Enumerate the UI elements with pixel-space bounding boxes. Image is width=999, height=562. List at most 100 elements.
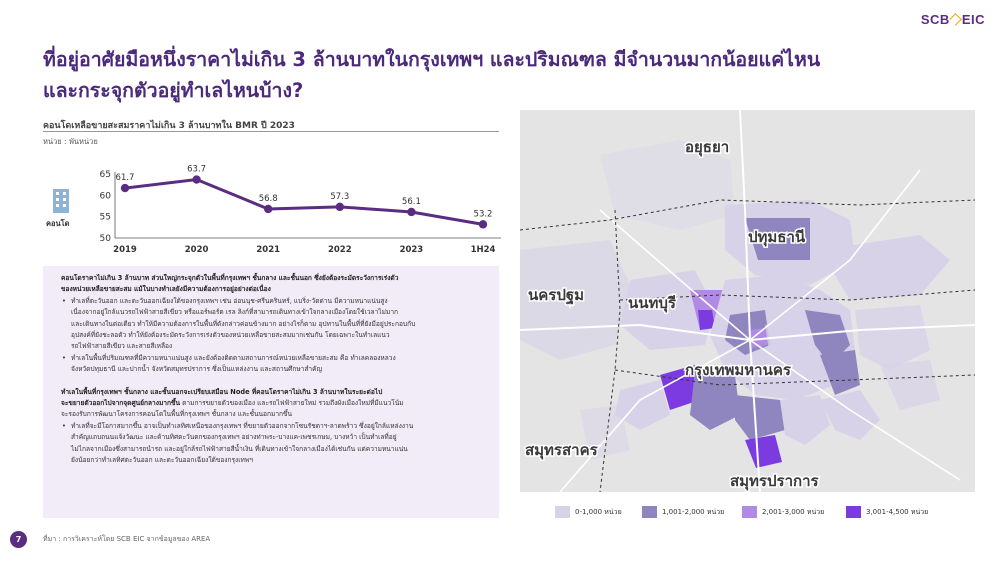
- bullet-3-line: ไม่ไกลจากเมืองซึ่งสามารถนำรถ และอยู่ใกล้…: [71, 444, 408, 453]
- bullet-1-line: และเดินทางในต่อเดียว ทำให้มีความต้องการใ…: [71, 319, 416, 328]
- paragraph-2-text: ตามการขยายตัวของเมือง และรถไฟฟ้าสายใหม่ …: [180, 399, 404, 408]
- divider: [43, 131, 499, 132]
- paragraph-2-emphasis: จะขยายตัวออกไปจากจุดศูนย์กลางมากขึ้น: [61, 399, 181, 408]
- map-zone: [820, 390, 880, 440]
- map-zone: [580, 405, 630, 460]
- chart-unit: หน่วย : พันหน่วย: [43, 137, 98, 146]
- line-chart: 65 60 55 50 61.7 2019 63.7 2020 56.8 2021 57.3 2022…: [100, 165, 501, 255]
- map-zone: [615, 380, 670, 430]
- map-zone: [765, 315, 820, 365]
- data-point: [192, 175, 201, 184]
- bullet-1-line: เนื่องจากอยู่ใกล้แนวรถไฟฟ้าสายสีเขียว หร…: [71, 308, 399, 317]
- y-tick-label: 60: [100, 191, 112, 201]
- paragraph-1-heading: คอนโดราคาไม่เกิน 3 ล้านบาท ส่วนใหญ่กระจุ…: [61, 274, 399, 282]
- province-boundary: [520, 199, 975, 231]
- legend-swatch: [555, 506, 570, 518]
- page-number: 7: [10, 531, 27, 548]
- bullet-3: ทำเลที่จะมีโอกาสมากขึ้น อาจเป็นทำเลทิศเห…: [62, 421, 485, 467]
- x-tick-label: 2022: [328, 245, 352, 255]
- map-zone: [600, 140, 735, 230]
- data-label: 61.7: [116, 173, 135, 183]
- label-pathumthani: ปทุมธานี: [748, 228, 806, 247]
- paragraph-2-heading: ทำเลในพื้นที่กรุงเทพฯ ชั้นกลาง และชั้นนอ…: [61, 387, 383, 396]
- map-zone: [745, 218, 810, 260]
- paragraph-2-line: จะรองรับการพัฒนาโครงการคอนโดในพื้นที่กรุ…: [61, 410, 293, 419]
- bmr-density-map: อยุธยา ปทุมธานี นครปฐม นนทบุรี กรุงเทพมห…: [520, 110, 975, 492]
- map-zone: [805, 310, 850, 365]
- map-zone: [855, 305, 930, 370]
- legend-swatch: [846, 506, 861, 518]
- page-title-line2: และกระจุกตัวอยู่ทำเลไหนบ้าง?: [43, 79, 304, 102]
- label-ayutthaya: อยุธยา: [685, 138, 729, 157]
- bullet-2-line: จังหวัดปทุมธานี และปากน้ำ จังหวัดสมุทรปร…: [71, 365, 323, 374]
- data-point: [264, 204, 273, 214]
- data-point: [478, 220, 488, 229]
- bullet-1-line: รถไฟฟ้าสายสีเขียว และสายสีเหลือง: [71, 342, 173, 351]
- house-icon: [948, 13, 962, 26]
- analysis-textbox: คอนโดราคาไม่เกิน 3 ล้านบาท ส่วนใหญ่กระจุ…: [43, 266, 499, 518]
- bullet-3-line: สำคัญแถบถนนแจ้งวัฒนะ และด้านทิศตะวันตกขอ…: [71, 433, 397, 442]
- province-boundary: [619, 289, 975, 301]
- x-tick-label: 2023: [400, 245, 424, 255]
- data-label: 56.8: [259, 194, 278, 204]
- x-tick-label: 2021: [256, 245, 280, 255]
- map-zone: [745, 435, 782, 468]
- map-zone: [820, 350, 860, 395]
- map-zone: [735, 395, 785, 440]
- brand-logo: SCB EIC: [921, 12, 985, 27]
- province-boundary: [599, 209, 621, 492]
- label-bangkok: กรุงเทพมหานคร: [685, 361, 792, 380]
- condo-label: คอนโด: [46, 219, 70, 228]
- bullet-3-line: ยังน้อยกว่าทำเลทิศตะวันออก และตะวันออกเฉ…: [71, 456, 253, 465]
- x-tick-label: 2019: [113, 245, 137, 255]
- legend-swatch: [742, 506, 757, 518]
- bullet-1-line: อุปสงค์ที่ยังชะลอตัว ทำให้ยังต้องระมัดระ…: [71, 331, 390, 340]
- legend-label: 1,001-2,000 หน่วย: [662, 507, 725, 516]
- map-zone: [698, 310, 715, 330]
- label-nakhonpathom: นครปฐม: [528, 286, 584, 305]
- data-label: 53.2: [474, 209, 493, 219]
- legend-label: 3,001-4,500 หน่วย: [866, 507, 929, 516]
- map-zone: [880, 360, 940, 410]
- data-label: 57.3: [330, 192, 349, 202]
- source-note: ที่มา : การวิเคราะห์โดย SCB EIC จากข้อมู…: [43, 535, 211, 543]
- label-samutprakan: สมุทรปราการ: [730, 472, 819, 491]
- map-zone: [520, 240, 630, 360]
- map-zone: [660, 365, 700, 410]
- legend-swatch: [642, 506, 657, 518]
- legend-label: 2,001-3,000 หน่วย: [762, 507, 825, 516]
- paragraph-2-line: จะขยายตัวออกไปจากจุดศูนย์กลางมากขึ้น ตาม…: [61, 398, 485, 409]
- data-label: 56.1: [402, 197, 421, 207]
- map-zone: [780, 395, 830, 445]
- bullet-2: ทำเลในพื้นที่ปริมณฑลที่มีความหนาแน่นสูง …: [62, 353, 485, 376]
- y-tick-label: 65: [100, 170, 111, 180]
- bullet-1-line: ทำเลที่ตะวันออก และตะวันออกเฉียงใต้ของกร…: [71, 296, 388, 305]
- page-title: ที่อยู่อาศัยมือหนึ่งราคาไม่เกิน 3 ล้านบา…: [43, 44, 943, 106]
- map-road: [599, 209, 961, 481]
- data-point: [407, 207, 416, 217]
- brand-name-left: SCB: [920, 12, 950, 27]
- brand-name-right: EIC: [961, 12, 985, 27]
- series-line: [124, 178, 484, 226]
- label-nonthaburi: นนทบุรี: [628, 294, 677, 313]
- bullet-2-line: ทำเลในพื้นที่ปริมณฑลที่มีความหนาแน่นสูง …: [71, 353, 396, 362]
- label-samutsakhon: สมุทรสาคร: [525, 441, 599, 460]
- paragraph-1-heading-cont: ของหน่วยเหลือขายสะสม แม้ในบางทำเลยังมีคว…: [61, 285, 271, 294]
- bullet-1: ทำเลที่ตะวันออก และตะวันออกเฉียงใต้ของกร…: [62, 296, 485, 353]
- page-title-line1: ที่อยู่อาศัยมือหนึ่งราคาไม่เกิน 3 ล้านบา…: [43, 48, 821, 71]
- data-point: [120, 183, 130, 193]
- bullet-3-line: ทำเลที่จะมีโอกาสมากขึ้น อาจเป็นทำเลทิศเห…: [71, 421, 414, 430]
- map-zone: [820, 235, 950, 300]
- legend-item: 1,001-2,000 หน่วย: [642, 505, 724, 519]
- legend-item: 3,001-4,500 หน่วย: [846, 505, 928, 519]
- legend-item: 2,001-3,000 หน่วย: [742, 505, 824, 519]
- y-tick-label: 50: [100, 234, 112, 244]
- chart-title: คอนโดเหลือขายสะสมราคาไม่เกิน 3 ล้านบาทใน…: [43, 121, 295, 131]
- map-road: [739, 110, 761, 492]
- condo-icon: [53, 189, 69, 213]
- data-point: [335, 202, 344, 212]
- data-label: 63.7: [187, 165, 206, 175]
- map-zone: [690, 370, 740, 430]
- legend-label: 0-1,000 หน่วย: [575, 507, 622, 516]
- y-tick-label: 55: [100, 213, 111, 223]
